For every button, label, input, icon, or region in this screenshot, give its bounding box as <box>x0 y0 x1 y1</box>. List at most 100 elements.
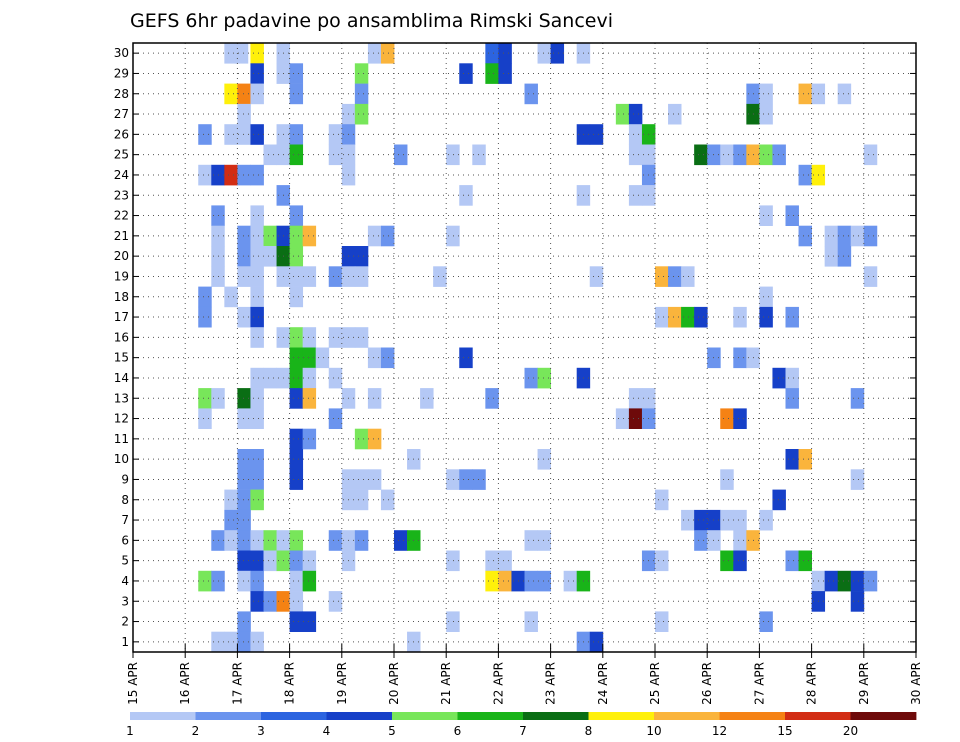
heatmap-cell <box>863 570 878 592</box>
heatmap-cell <box>198 124 212 145</box>
x-tick-label: 27 APR <box>752 662 766 705</box>
y-tick-label: 9 <box>121 472 129 486</box>
y-tick-label: 16 <box>114 330 129 344</box>
heatmap-cell <box>668 306 682 328</box>
heatmap-cell <box>380 347 395 369</box>
heatmap-cell <box>237 164 251 186</box>
heatmap-cell <box>720 408 734 429</box>
x-tick-label: 22 APR <box>491 662 505 705</box>
heatmap-cell <box>785 367 799 389</box>
colorbar-label: 20 <box>843 724 858 738</box>
y-tick-label: 4 <box>121 574 129 588</box>
heatmap-cell <box>655 306 669 328</box>
heatmap-cell <box>850 570 865 592</box>
heatmap-cell <box>250 449 264 470</box>
heatmap-cell <box>367 388 382 409</box>
colorbar-segment <box>654 712 720 720</box>
heatmap-cell <box>302 367 317 389</box>
heatmap-cell <box>328 327 343 348</box>
heatmap-cell <box>237 489 251 511</box>
heatmap-cell <box>354 246 369 267</box>
heatmap-cell <box>420 388 434 409</box>
heatmap-cell <box>759 509 773 531</box>
y-tick-label: 13 <box>114 391 129 405</box>
x-tick-label: 21 APR <box>439 662 453 705</box>
heatmap-cell <box>733 144 747 166</box>
heatmap-cell <box>237 306 251 328</box>
heatmap-cell <box>498 550 512 572</box>
heatmap-cell <box>328 530 343 551</box>
plot-frame <box>132 42 917 653</box>
x-axis-ticks: 15 APR 16 APR 17 APR 18 APR 19 APR 20 APR 21 A… <box>126 644 923 705</box>
y-tick-label: 15 <box>114 351 129 365</box>
y-tick-label: 24 <box>114 168 129 182</box>
heatmap-cell <box>289 347 304 369</box>
y-tick-label: 7 <box>121 513 129 527</box>
heatmap-cell <box>759 83 773 105</box>
heatmap-cell <box>250 367 264 389</box>
colorbar-label: 4 <box>323 724 331 738</box>
heatmap-cell <box>850 225 865 247</box>
heatmap-cell <box>837 246 852 267</box>
heatmap-cell <box>380 489 395 511</box>
heatmap-cell <box>224 509 238 531</box>
y-tick-label: 12 <box>114 412 129 426</box>
heatmap-cell <box>250 124 264 145</box>
heatmap-cell <box>863 144 878 166</box>
y-tick-label: 21 <box>114 229 129 243</box>
heatmap-cell <box>250 266 264 287</box>
heatmap-cell <box>524 530 538 551</box>
heatmap-cell <box>798 83 812 105</box>
heatmap-cell <box>759 103 773 125</box>
heatmap-cell <box>798 449 812 470</box>
heatmap-cell <box>694 144 708 166</box>
heatmap-cell <box>720 144 734 166</box>
heatmap-cell <box>863 225 878 247</box>
heatmap-cell <box>367 347 382 369</box>
heatmap-cell <box>250 43 264 64</box>
heatmap-cells <box>198 43 878 653</box>
heatmap-cell <box>759 144 773 166</box>
heatmap-cell <box>720 550 734 572</box>
heatmap-cell <box>302 550 317 572</box>
heatmap-cell <box>759 306 773 328</box>
heatmap-cell <box>537 530 551 551</box>
heatmap-cell <box>380 43 395 64</box>
heatmap-cell <box>628 408 643 429</box>
heatmap-cell <box>237 631 251 653</box>
colorbar-label: 12 <box>712 724 727 738</box>
heatmap-cell <box>237 570 251 592</box>
y-tick-label: 3 <box>121 594 129 608</box>
heatmap-cell <box>250 570 264 592</box>
heatmap-cell <box>459 347 473 369</box>
y-axis-ticks: 1234567891011121314151617181920212223242… <box>114 46 916 649</box>
heatmap-cell <box>289 286 304 308</box>
heatmap-cell <box>472 144 486 166</box>
y-tick-label: 29 <box>114 66 129 80</box>
heatmap-cell <box>446 225 460 247</box>
x-tick-label: 29 APR <box>857 662 871 705</box>
heatmap-cell <box>524 83 538 105</box>
heatmap-cell <box>289 266 304 287</box>
heatmap-cell <box>237 449 251 470</box>
heatmap-cell <box>694 530 708 551</box>
heatmap-cell <box>237 388 251 409</box>
heatmap-cell <box>759 611 773 632</box>
heatmap-cell <box>354 327 369 348</box>
heatmap-cell <box>655 266 669 287</box>
heatmap-cell <box>354 63 369 84</box>
heatmap-cell <box>315 347 330 369</box>
heatmap-cell <box>681 266 695 287</box>
heatmap-cell <box>537 367 551 389</box>
heatmap-cell <box>354 103 369 125</box>
heatmap-cell <box>302 570 317 592</box>
heatmap-cell <box>289 124 304 145</box>
heatmap-cell <box>250 469 264 490</box>
heatmap-cell <box>472 469 486 490</box>
colorbar-label: 6 <box>454 724 462 738</box>
heatmap-cell <box>198 388 212 409</box>
heatmap-cell <box>759 205 773 226</box>
heatmap-cell <box>224 164 238 186</box>
heatmap-cell <box>289 225 304 247</box>
heatmap-cell <box>655 489 669 511</box>
